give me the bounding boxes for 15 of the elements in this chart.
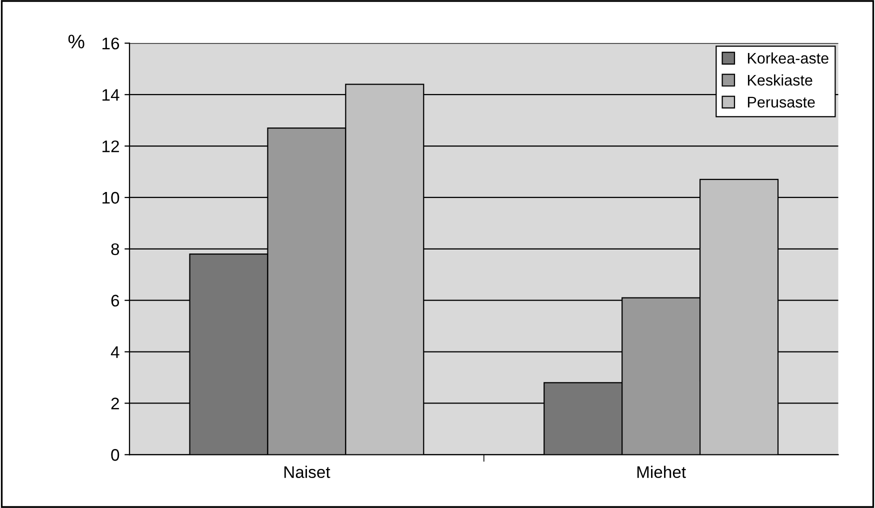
y-tick-label: 10 — [102, 192, 120, 204]
legend-label: Korkea-aste — [748, 52, 828, 64]
y-tick-label: 14 — [102, 89, 120, 101]
y-tick-label: 16 — [102, 38, 120, 50]
legend-label: Perusaste — [748, 96, 815, 108]
y-tick-label: 0 — [111, 449, 120, 461]
y-tick-label: 4 — [110, 346, 120, 358]
y-axis-title: % — [68, 34, 84, 48]
x-tick-label: Miehet — [637, 466, 686, 478]
y-tick-label: 8 — [111, 243, 120, 256]
y-tick-label: 12 — [102, 140, 119, 152]
y-tick-label: 6 — [111, 294, 120, 307]
y-tick-label: 2 — [111, 398, 119, 410]
legend-label: Keskiaste — [748, 74, 812, 86]
x-tick-label: Naiset — [284, 466, 330, 478]
